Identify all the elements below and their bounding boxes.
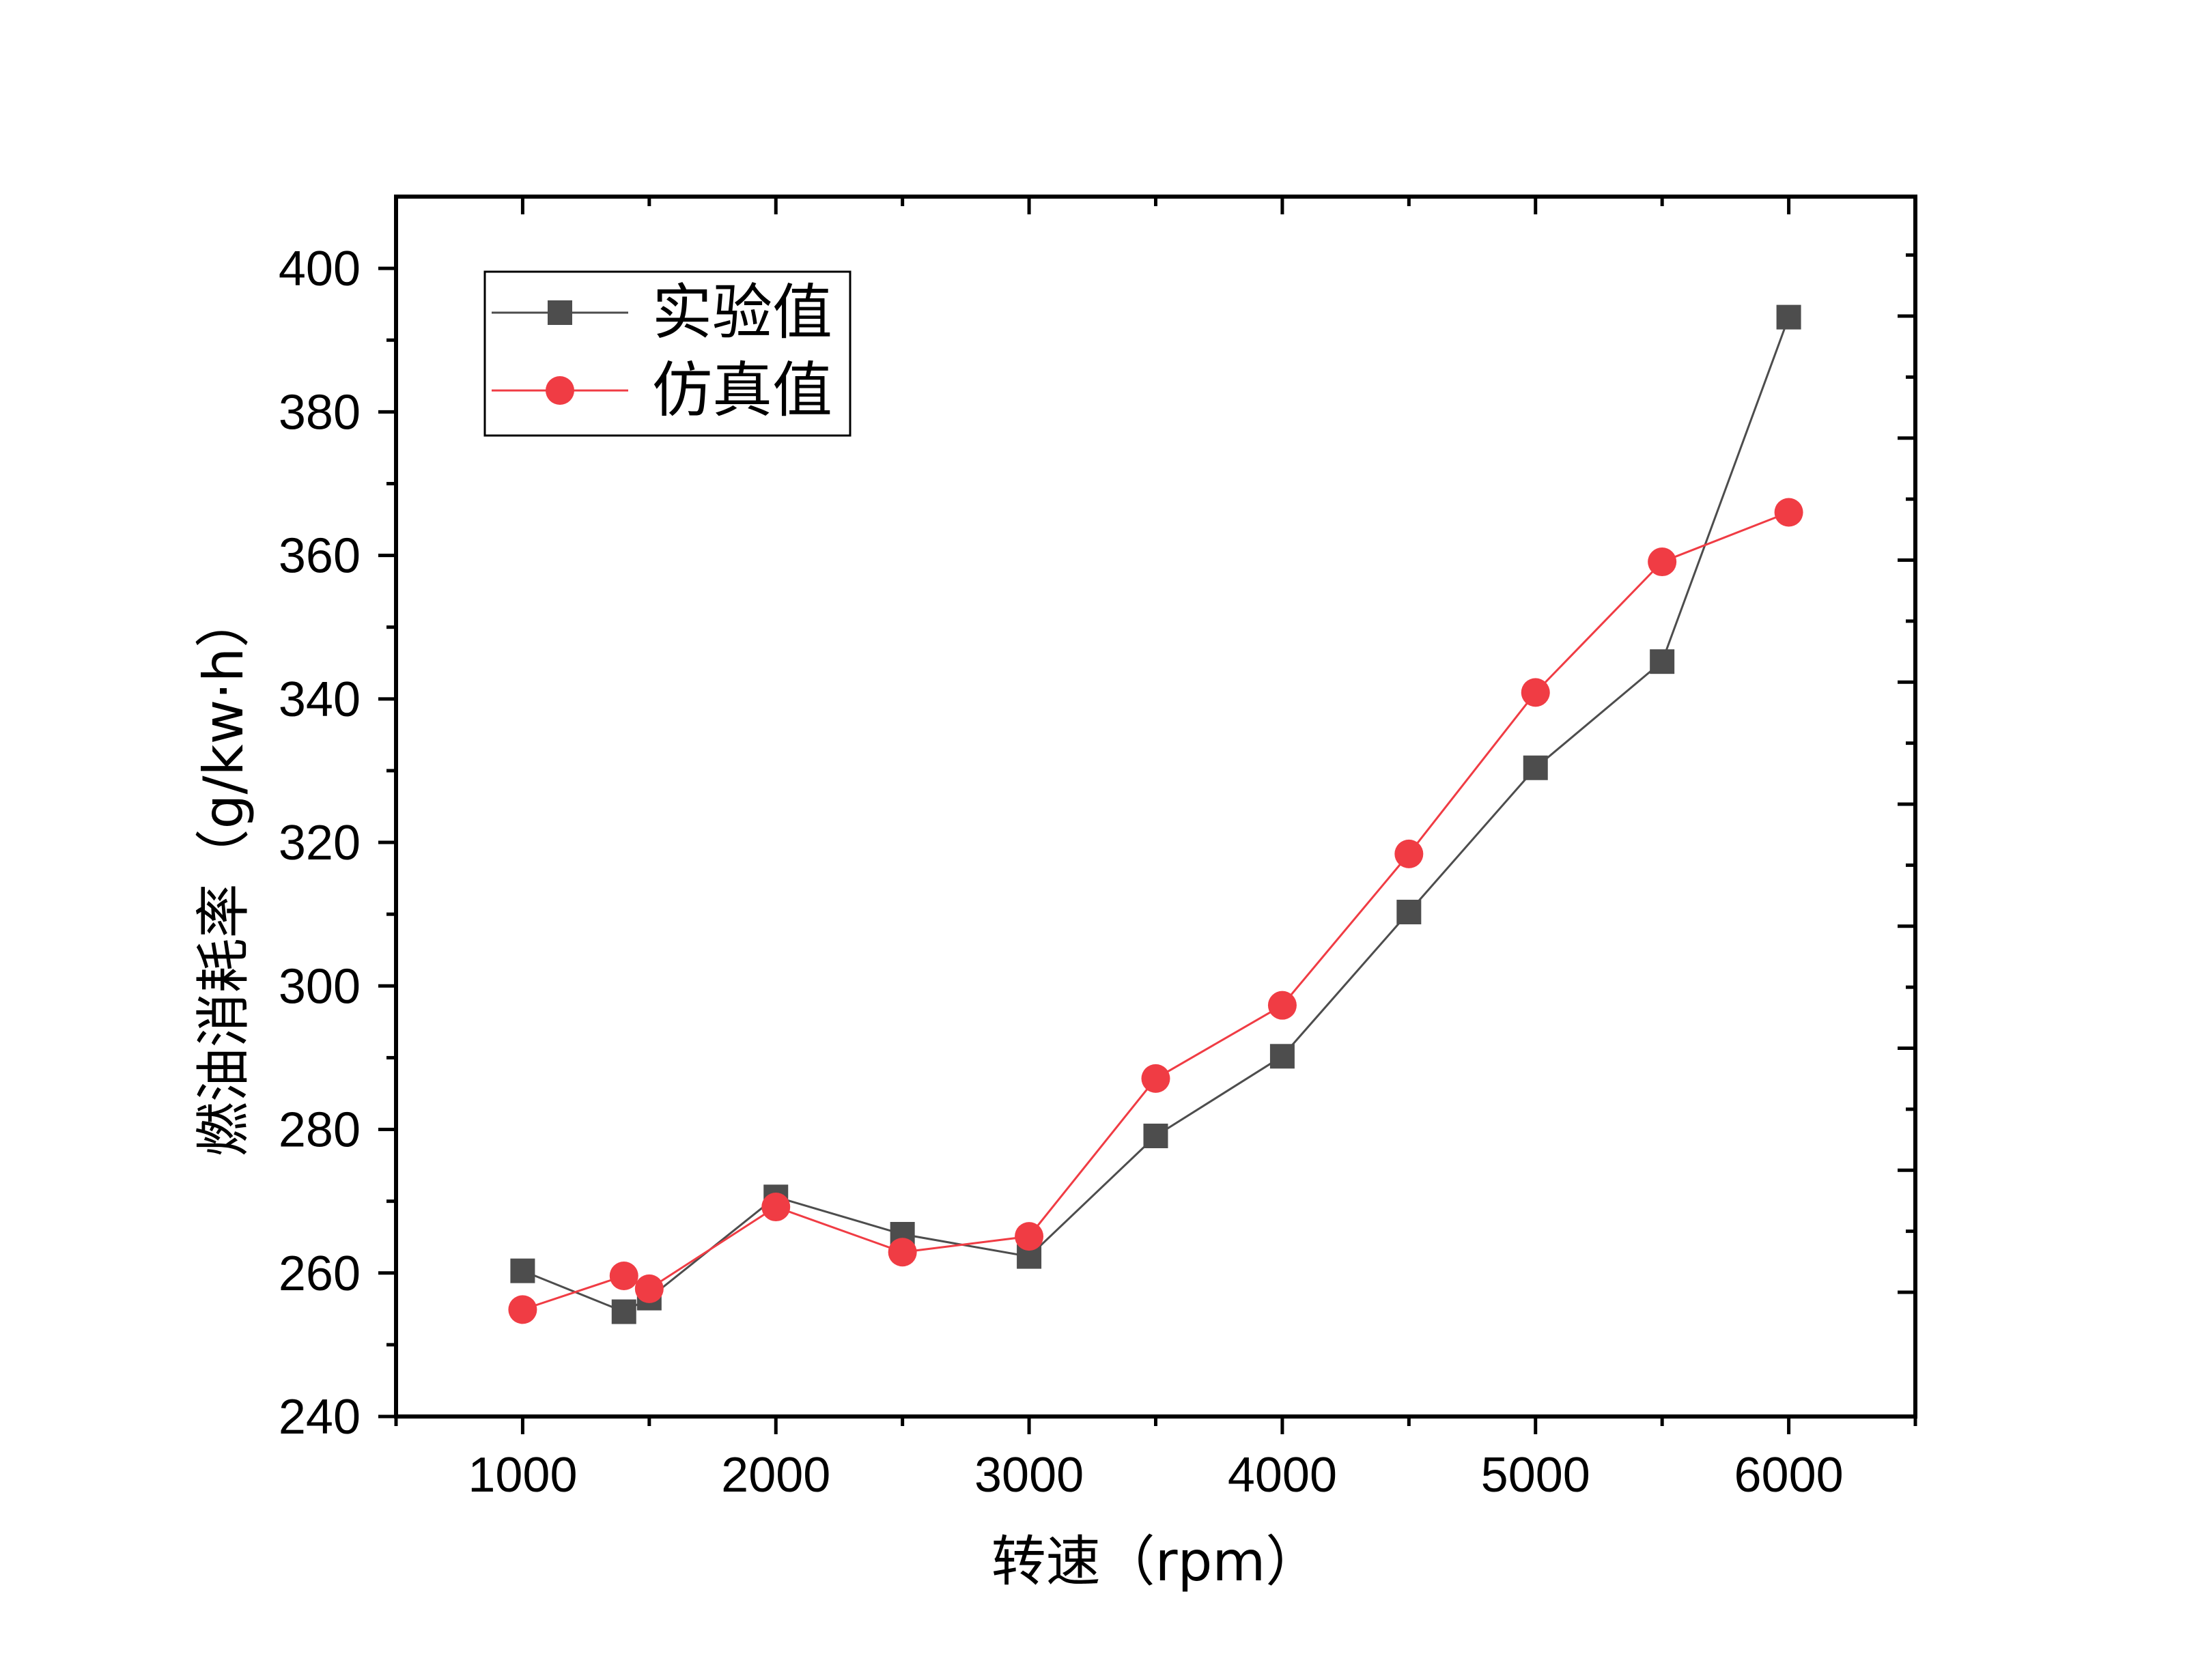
data-point-circle — [1394, 839, 1424, 868]
y-axis-title: 燃油消耗率（g/kw·h） — [192, 593, 255, 1157]
data-point-circle — [508, 1295, 537, 1324]
data-point-circle — [1141, 1064, 1170, 1093]
data-point-square — [611, 1299, 636, 1324]
legend-label: 仿真值 — [652, 355, 832, 425]
axis-ticks — [378, 197, 1917, 1434]
data-point-circle — [761, 1193, 791, 1222]
data-point-square — [1143, 1123, 1168, 1148]
y-tick-label: 280 — [279, 1103, 361, 1158]
axis-tick-labels: 1000 2000 3000 4000 5000 6000 240 260 280 300 320 3… — [279, 242, 1844, 1503]
y-tick-label: 360 — [279, 529, 361, 584]
data-point-circle — [1774, 498, 1803, 527]
x-axis-title: 转速（rpm） — [991, 1530, 1321, 1593]
data-point-square — [1650, 649, 1675, 674]
y-tick-label: 340 — [279, 672, 361, 727]
series-layer — [508, 304, 1803, 1324]
y-tick-label: 320 — [279, 816, 361, 870]
y-tick-label: 400 — [279, 242, 361, 296]
x-tick-label: 2000 — [721, 1448, 830, 1503]
x-tick-label: 6000 — [1734, 1448, 1843, 1503]
data-point-circle — [1267, 991, 1297, 1020]
data-point-circle — [609, 1261, 638, 1290]
legend-marker-square — [548, 300, 572, 325]
series-1 — [510, 304, 1801, 1324]
data-point-circle — [1015, 1222, 1044, 1251]
data-point-circle — [634, 1274, 664, 1303]
legend-box — [483, 270, 851, 437]
data-point-square — [1269, 1044, 1295, 1069]
y-tick-label: 380 — [279, 385, 361, 440]
series-line — [522, 511, 1790, 1311]
data-point-square — [1396, 900, 1422, 925]
y-tick-label: 260 — [279, 1247, 361, 1301]
legend-marker-circle — [546, 376, 574, 405]
series-2 — [508, 498, 1803, 1324]
x-tick-label: 4000 — [1228, 1448, 1337, 1503]
y-tick-label: 240 — [279, 1390, 361, 1444]
data-point-circle — [888, 1238, 917, 1267]
data-point-circle — [1648, 547, 1677, 577]
x-tick-label: 3000 — [974, 1448, 1084, 1503]
series-line — [522, 317, 1790, 1313]
data-point-square — [1523, 755, 1548, 780]
data-point-square — [1776, 304, 1801, 330]
data-point-square — [510, 1258, 535, 1283]
x-tick-label: 5000 — [1481, 1448, 1590, 1503]
y-tick-label: 300 — [279, 959, 361, 1014]
data-point-circle — [1521, 678, 1550, 707]
x-tick-label: 1000 — [468, 1448, 577, 1503]
legend-label: 实验值 — [652, 277, 832, 347]
